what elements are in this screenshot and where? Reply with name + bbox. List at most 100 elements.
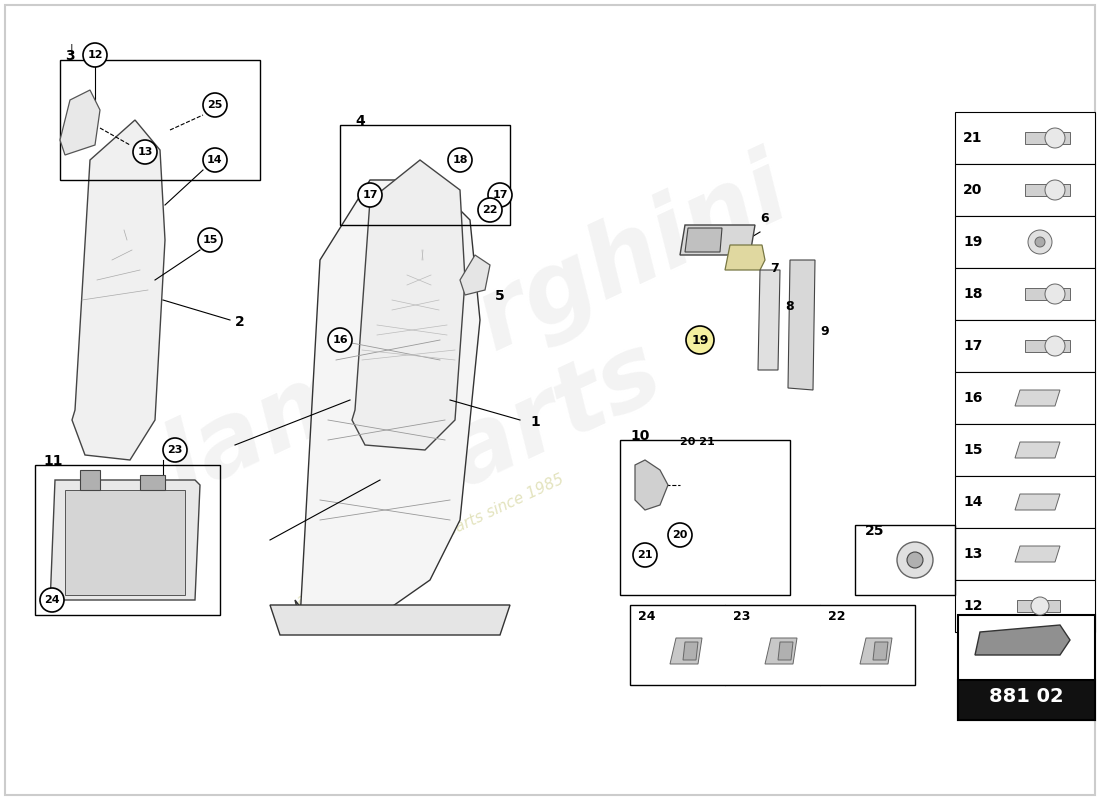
Text: 13: 13 [962, 547, 982, 561]
Text: 25: 25 [207, 100, 222, 110]
Polygon shape [685, 228, 722, 252]
Polygon shape [1015, 546, 1060, 562]
Circle shape [448, 148, 472, 172]
Text: 6: 6 [760, 212, 769, 225]
Bar [60, 60, 260, 180]
Polygon shape [72, 120, 165, 460]
Text: 21: 21 [637, 550, 652, 560]
Polygon shape [270, 605, 510, 635]
Bar [958, 615, 1094, 720]
Bar [958, 680, 1094, 720]
Text: 16: 16 [332, 335, 348, 345]
Bar [955, 424, 1094, 476]
Text: 11: 11 [43, 454, 63, 468]
Text: 5: 5 [495, 289, 505, 303]
Bar [620, 440, 790, 595]
Circle shape [133, 140, 157, 164]
Text: 3: 3 [65, 49, 75, 63]
Text: 14: 14 [207, 155, 223, 165]
Text: 18: 18 [452, 155, 468, 165]
Text: 22: 22 [482, 205, 497, 215]
Polygon shape [1025, 132, 1070, 144]
Text: 20 21: 20 21 [680, 437, 715, 447]
Text: 23: 23 [733, 610, 750, 623]
Bar [855, 525, 955, 595]
Circle shape [358, 183, 382, 207]
Circle shape [1031, 597, 1049, 615]
Polygon shape [788, 260, 815, 390]
Polygon shape [725, 245, 764, 270]
Bar [340, 125, 510, 225]
Polygon shape [60, 90, 100, 155]
Text: 14: 14 [962, 495, 982, 509]
Text: 15: 15 [962, 443, 982, 457]
Polygon shape [295, 180, 480, 620]
Text: 15: 15 [202, 235, 218, 245]
Text: 7: 7 [770, 262, 779, 275]
Circle shape [82, 43, 107, 67]
Text: 9: 9 [820, 325, 828, 338]
Circle shape [686, 326, 714, 354]
Circle shape [198, 228, 222, 252]
Bar [955, 476, 1094, 528]
Text: 12: 12 [87, 50, 102, 60]
Bar [630, 605, 915, 685]
Polygon shape [50, 480, 200, 605]
Circle shape [1028, 230, 1052, 254]
Circle shape [328, 328, 352, 352]
Polygon shape [1025, 184, 1070, 196]
Polygon shape [1025, 288, 1070, 300]
Bar [955, 320, 1094, 372]
Text: |: | [70, 44, 74, 54]
Circle shape [488, 183, 512, 207]
Polygon shape [352, 160, 465, 450]
Text: 12: 12 [962, 599, 982, 613]
Text: 10: 10 [630, 429, 649, 443]
Text: 20: 20 [672, 530, 688, 540]
Circle shape [478, 198, 502, 222]
Bar [955, 112, 1094, 164]
Text: 21: 21 [962, 131, 982, 145]
Polygon shape [1015, 494, 1060, 510]
Circle shape [908, 552, 923, 568]
Polygon shape [860, 638, 892, 664]
Text: 23: 23 [167, 445, 183, 455]
Circle shape [896, 542, 933, 578]
Bar [955, 580, 1094, 632]
Polygon shape [758, 270, 780, 370]
Text: 4: 4 [355, 114, 365, 128]
Polygon shape [778, 642, 793, 660]
Text: 2: 2 [235, 315, 244, 329]
Polygon shape [460, 255, 490, 295]
Bar [955, 528, 1094, 580]
Text: 18: 18 [962, 287, 982, 301]
Polygon shape [140, 475, 165, 490]
Text: 881 02: 881 02 [989, 687, 1064, 706]
Circle shape [1045, 336, 1065, 356]
Text: 22: 22 [828, 610, 846, 623]
Polygon shape [65, 490, 185, 595]
Text: 17: 17 [962, 339, 982, 353]
Circle shape [1045, 284, 1065, 304]
Polygon shape [1018, 600, 1060, 612]
Circle shape [163, 438, 187, 462]
Polygon shape [764, 638, 798, 664]
Polygon shape [683, 642, 698, 660]
Circle shape [668, 523, 692, 547]
Text: 13: 13 [138, 147, 153, 157]
Circle shape [1035, 237, 1045, 247]
Bar [35, 465, 220, 615]
Text: 17: 17 [362, 190, 377, 200]
Bar [955, 372, 1094, 424]
Polygon shape [80, 470, 100, 490]
Circle shape [632, 543, 657, 567]
Text: 19: 19 [691, 334, 708, 346]
Polygon shape [1025, 340, 1070, 352]
Polygon shape [635, 460, 668, 510]
Polygon shape [680, 225, 755, 255]
Text: 24: 24 [638, 610, 656, 623]
Circle shape [40, 588, 64, 612]
Text: 16: 16 [962, 391, 982, 405]
Text: 8: 8 [785, 300, 793, 313]
Text: 20: 20 [962, 183, 982, 197]
